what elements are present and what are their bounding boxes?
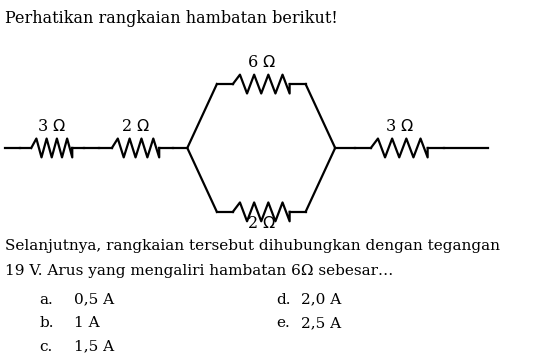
Text: 3 $\Omega$: 3 $\Omega$: [37, 118, 66, 135]
Text: a.: a.: [40, 293, 53, 306]
Text: 6 $\Omega$: 6 $\Omega$: [247, 54, 276, 71]
Text: d.: d.: [276, 293, 291, 306]
Text: 2,5 A: 2,5 A: [301, 316, 341, 330]
Text: 3 $\Omega$: 3 $\Omega$: [385, 118, 414, 135]
Text: 2 $\Omega$: 2 $\Omega$: [121, 118, 150, 135]
Text: Perhatikan rangkaian hambatan berikut!: Perhatikan rangkaian hambatan berikut!: [5, 10, 338, 27]
Text: 1,5 A: 1,5 A: [74, 340, 114, 353]
Text: Selanjutnya, rangkaian tersebut dihubungkan dengan tegangan: Selanjutnya, rangkaian tersebut dihubung…: [5, 239, 500, 253]
Text: 0,5 A: 0,5 A: [74, 293, 114, 306]
Text: e.: e.: [276, 316, 290, 330]
Text: 2 $\Omega$: 2 $\Omega$: [247, 215, 276, 232]
Text: c.: c.: [40, 340, 53, 353]
Text: b.: b.: [40, 316, 54, 330]
Text: 2,0 A: 2,0 A: [301, 293, 341, 306]
Text: 19 V. Arus yang mengaliri hambatan 6Ω sebesar…: 19 V. Arus yang mengaliri hambatan 6Ω se…: [5, 264, 393, 278]
Text: 1 A: 1 A: [74, 316, 100, 330]
